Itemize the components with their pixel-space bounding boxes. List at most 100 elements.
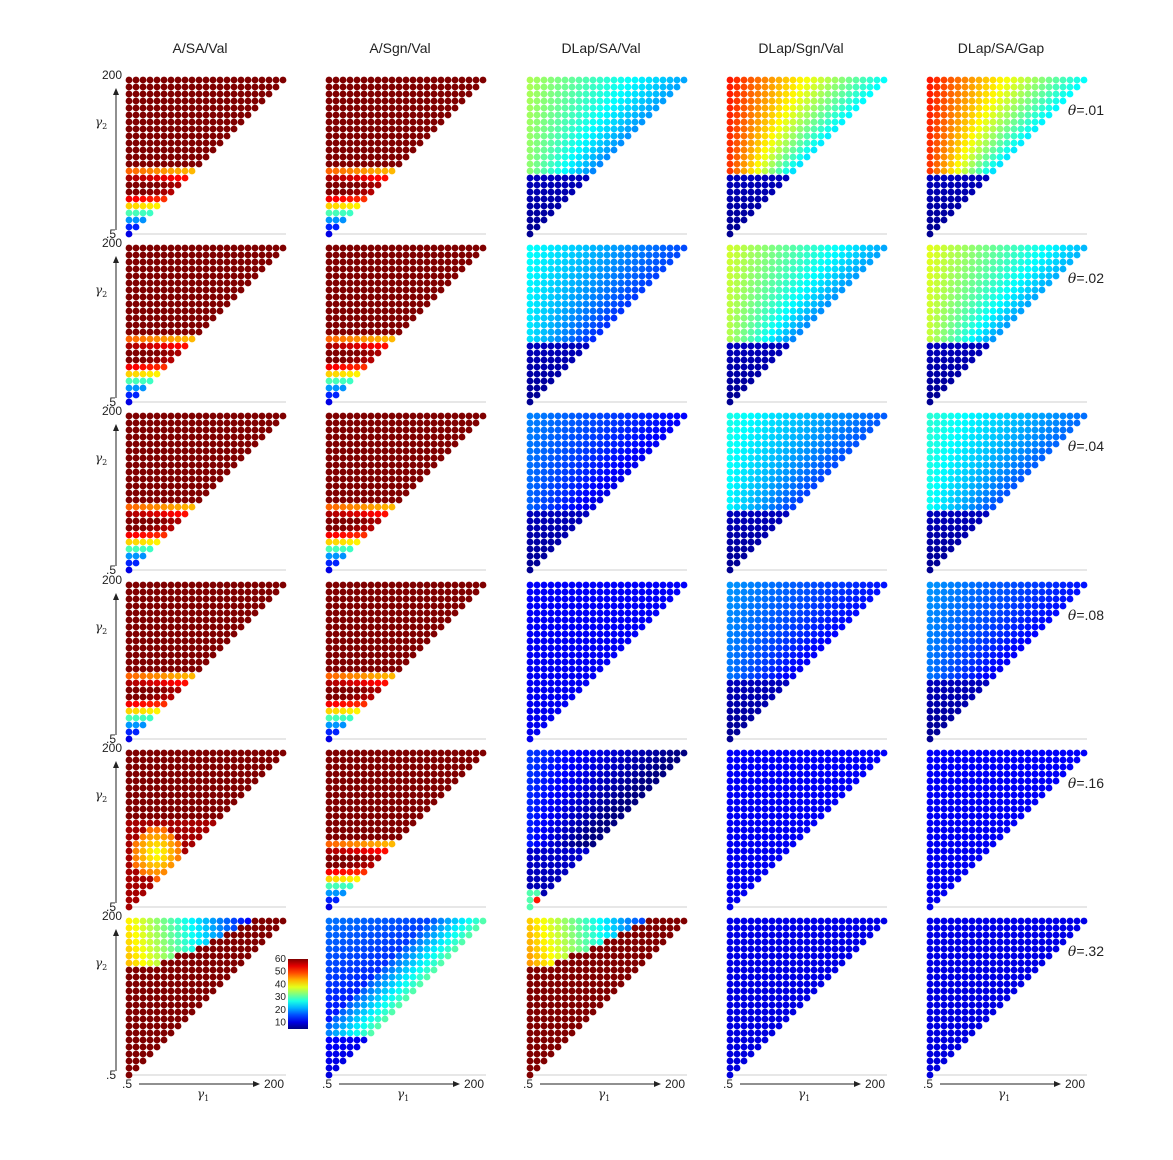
data-point xyxy=(244,76,252,84)
data-point xyxy=(1017,279,1025,287)
data-point xyxy=(975,258,983,266)
data-point xyxy=(838,440,846,448)
data-point xyxy=(360,132,368,140)
data-point xyxy=(740,307,748,315)
data-point xyxy=(360,125,368,133)
data-point xyxy=(526,595,534,603)
data-point xyxy=(160,426,168,434)
data-point xyxy=(726,538,734,546)
data-point xyxy=(740,335,748,343)
data-point xyxy=(940,251,948,259)
data-point xyxy=(603,412,611,420)
data-point xyxy=(726,321,734,329)
data-point xyxy=(181,637,189,645)
data-point xyxy=(125,721,133,729)
data-point xyxy=(603,644,611,652)
data-point xyxy=(561,272,569,280)
data-point xyxy=(202,244,210,252)
data-point xyxy=(645,97,653,105)
data-point xyxy=(940,321,948,329)
y-axis-arrowhead xyxy=(113,424,119,431)
data-point xyxy=(526,377,534,385)
data-point xyxy=(139,363,147,371)
data-point xyxy=(968,83,976,91)
data-point xyxy=(223,118,231,126)
data-point xyxy=(726,272,734,280)
data-point xyxy=(561,265,569,273)
data-point xyxy=(726,370,734,378)
data-point xyxy=(132,440,140,448)
data-point xyxy=(325,349,333,357)
data-point xyxy=(554,167,562,175)
data-point xyxy=(332,384,340,392)
data-point xyxy=(575,321,583,329)
data-point xyxy=(582,286,590,294)
data-point xyxy=(181,174,189,182)
data-point xyxy=(789,482,797,490)
data-point xyxy=(603,244,611,252)
data-point xyxy=(367,181,375,189)
data-point xyxy=(132,370,140,378)
data-point xyxy=(339,616,347,624)
data-point xyxy=(768,412,776,420)
data-point xyxy=(346,356,354,364)
data-point xyxy=(237,265,245,273)
data-point xyxy=(547,419,555,427)
data-point xyxy=(589,644,597,652)
data-point xyxy=(167,517,175,525)
data-point xyxy=(733,517,741,525)
data-point xyxy=(540,496,548,504)
data-point xyxy=(733,307,741,315)
data-point xyxy=(132,468,140,476)
data-point xyxy=(561,588,569,596)
data-point xyxy=(589,167,597,175)
data-point xyxy=(568,468,576,476)
data-point xyxy=(589,637,597,645)
data-point xyxy=(817,412,825,420)
data-point xyxy=(575,251,583,259)
data-point xyxy=(139,644,147,652)
data-point xyxy=(1010,440,1018,448)
data-point xyxy=(381,496,389,504)
data-point xyxy=(596,97,604,105)
data-point xyxy=(775,258,783,266)
data-point xyxy=(540,342,548,350)
data-point xyxy=(346,76,354,84)
column-header: DLap/SA/Gap xyxy=(958,40,1045,56)
data-point xyxy=(195,251,203,259)
data-point xyxy=(339,440,347,448)
data-point xyxy=(561,104,569,112)
data-point xyxy=(933,167,941,175)
data-point xyxy=(603,426,611,434)
data-point xyxy=(416,251,424,259)
data-point xyxy=(367,468,375,476)
data-point xyxy=(374,595,382,603)
data-point xyxy=(947,349,955,357)
data-point xyxy=(989,111,997,119)
data-point xyxy=(933,174,941,182)
data-point xyxy=(153,195,161,203)
data-point xyxy=(547,644,555,652)
data-point xyxy=(339,721,347,729)
data-point xyxy=(859,419,867,427)
data-point xyxy=(395,447,403,455)
data-point xyxy=(547,623,555,631)
data-point xyxy=(339,461,347,469)
data-point xyxy=(153,300,161,308)
data-point xyxy=(146,672,154,680)
data-point xyxy=(547,440,555,448)
data-point xyxy=(325,651,333,659)
data-point xyxy=(996,265,1004,273)
data-point xyxy=(353,76,361,84)
data-point xyxy=(733,559,741,567)
data-point xyxy=(996,83,1004,91)
data-point xyxy=(125,714,133,722)
data-point xyxy=(610,272,618,280)
data-point xyxy=(568,174,576,182)
data-point xyxy=(195,265,203,273)
data-point xyxy=(423,454,431,462)
data-point xyxy=(989,489,997,497)
data-point xyxy=(568,658,576,666)
data-point xyxy=(339,644,347,652)
data-point xyxy=(1017,265,1025,273)
